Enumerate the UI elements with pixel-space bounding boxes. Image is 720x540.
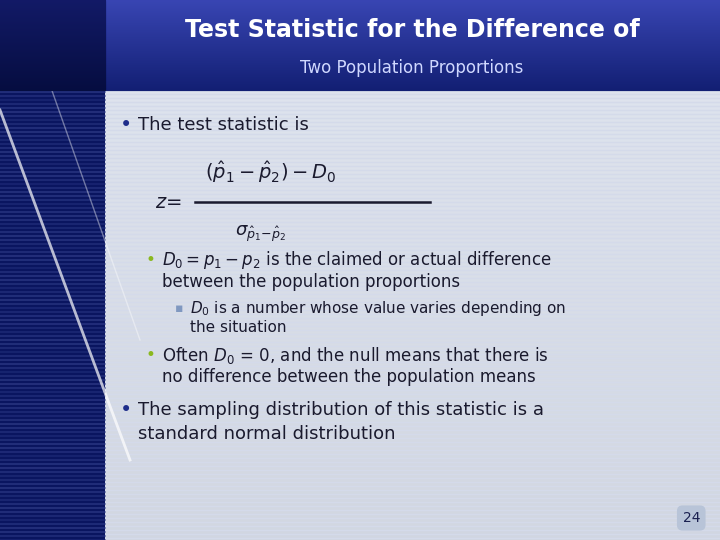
Text: $D_0$ is a number whose value varies depending on: $D_0$ is a number whose value varies dep… (190, 299, 566, 318)
Text: •: • (145, 251, 155, 269)
Text: the situation: the situation (190, 321, 287, 335)
Text: $\sigma_{\hat{p}_1\!-\!\hat{p}_2}$: $\sigma_{\hat{p}_1\!-\!\hat{p}_2}$ (235, 224, 287, 244)
Text: The test statistic is: The test statistic is (138, 116, 309, 134)
Text: no difference between the population means: no difference between the population mea… (162, 368, 536, 386)
Text: •: • (120, 400, 132, 420)
Text: •: • (145, 346, 155, 364)
Text: •: • (120, 115, 132, 135)
Text: $z\!=\!$: $z\!=\!$ (155, 192, 182, 212)
FancyBboxPatch shape (0, 0, 105, 540)
Text: Test Statistic for the Difference of: Test Statistic for the Difference of (184, 18, 639, 42)
Text: $(\hat{p}_1-\hat{p}_2)-D_0$: $(\hat{p}_1-\hat{p}_2)-D_0$ (205, 159, 336, 185)
FancyBboxPatch shape (105, 90, 720, 540)
Text: $D_0 = p_1 - p_2$ is the claimed or actual difference: $D_0 = p_1 - p_2$ is the claimed or actu… (162, 249, 552, 271)
Text: 24: 24 (683, 511, 700, 525)
Text: standard normal distribution: standard normal distribution (138, 425, 395, 443)
Text: Two Population Proportions: Two Population Proportions (300, 59, 523, 77)
Text: between the population proportions: between the population proportions (162, 273, 460, 291)
Text: The sampling distribution of this statistic is a: The sampling distribution of this statis… (138, 401, 544, 419)
Text: ▪: ▪ (175, 301, 184, 314)
Text: Often $D_0$ = 0, and the null means that there is: Often $D_0$ = 0, and the null means that… (162, 345, 549, 366)
